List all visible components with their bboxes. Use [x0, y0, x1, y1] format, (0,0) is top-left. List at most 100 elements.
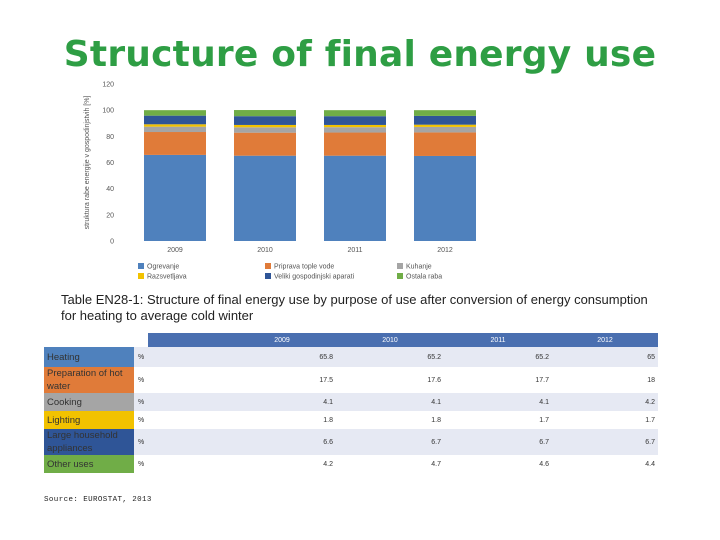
legend-label: Razsvetljava [147, 274, 187, 281]
bar-segment [144, 115, 206, 125]
header-year: 2012 [552, 333, 658, 347]
row-unit: % [134, 393, 148, 411]
row-unit: % [134, 367, 148, 393]
bar-segment [324, 110, 386, 117]
stacked-bar-chart: struktura rabe energije v gospodinjstvih… [80, 74, 500, 292]
legend-label: Kuhanje [406, 264, 432, 271]
legend-swatch [265, 273, 271, 279]
bar-segment [414, 115, 476, 125]
row-spacer [148, 429, 228, 455]
cell-value: 1.8 [228, 411, 336, 429]
bar-segment [144, 124, 206, 127]
x-tick-label: 2010 [257, 247, 273, 254]
cell-value: 4.1 [444, 393, 552, 411]
bar-segment [414, 132, 476, 156]
energy-use-table: 2009 2010 2011 2012 Heating% 65.8 65.2 65.2… [44, 333, 658, 473]
source-note: Source: EUROSTAT, 2013 [44, 496, 152, 504]
bar-segment [324, 155, 386, 241]
table-row: Large household appliances% 6.6 6.7 6.7 6.7 [44, 429, 658, 455]
legend-label: Ostala raba [406, 274, 442, 281]
bar-segment [324, 132, 386, 156]
y-tick-label: 0 [110, 239, 114, 246]
table-row: Cooking% 4.1 4.1 4.1 4.2 [44, 393, 658, 411]
x-tick-label: 2011 [347, 247, 362, 254]
row-unit: % [134, 455, 148, 473]
bar-segment [234, 116, 296, 125]
row-label: Lighting [44, 411, 134, 429]
row-label: Preparation of hot water [44, 367, 134, 393]
table-row: Lighting% 1.8 1.8 1.7 1.7 [44, 411, 658, 429]
row-label: Large household appliances [44, 429, 134, 455]
y-tick-label: 80 [106, 134, 114, 141]
slide-title: Structure of final energy use [63, 34, 657, 75]
row-spacer [148, 347, 228, 367]
header-year: 2010 [336, 333, 444, 347]
table-row: Other uses% 4.2 4.7 4.6 4.4 [44, 455, 658, 473]
bar-segment [234, 127, 296, 133]
bar-segment [234, 124, 296, 128]
row-label: Heating [44, 347, 134, 367]
legend-label: Ogrevanje [147, 264, 179, 271]
cell-value: 4.2 [228, 455, 336, 473]
y-tick-label: 120 [102, 82, 114, 89]
legend-swatch [397, 273, 403, 279]
cell-value: 1.7 [552, 411, 658, 429]
header-year: 2011 [444, 333, 552, 347]
row-label: Cooking [44, 393, 134, 411]
y-tick-label: 60 [106, 160, 114, 167]
chart-svg: struktura rabe energije v gospodinjstvih… [84, 82, 476, 281]
bar-segment [324, 124, 386, 128]
cell-value: 18 [552, 367, 658, 393]
header-blank [134, 333, 148, 347]
legend-swatch [138, 263, 144, 269]
legend-swatch [265, 263, 271, 269]
cell-value: 6.7 [552, 429, 658, 455]
cell-value: 17.6 [336, 367, 444, 393]
table-header-row: 2009 2010 2011 2012 [44, 333, 658, 347]
bar-segment [144, 110, 206, 116]
cell-value: 4.6 [444, 455, 552, 473]
row-spacer [148, 455, 228, 473]
x-tick-label: 2012 [437, 247, 453, 254]
bar-segment [414, 126, 476, 133]
cell-value: 65 [552, 347, 658, 367]
row-spacer [148, 411, 228, 429]
row-unit: % [134, 429, 148, 455]
cell-value: 4.1 [228, 393, 336, 411]
bar-segment [144, 126, 206, 133]
table-caption: Table EN28-1: Structure of final energy … [61, 292, 648, 323]
y-axis-title: struktura rabe energije v gospodinjstvih… [84, 96, 91, 230]
bar-segment [144, 132, 206, 155]
cell-value: 6.7 [444, 429, 552, 455]
row-label: Other uses [44, 455, 134, 473]
row-spacer [148, 367, 228, 393]
cell-value: 6.7 [336, 429, 444, 455]
y-tick-label: 100 [102, 108, 114, 115]
header-year: 2009 [228, 333, 336, 347]
cell-value: 4.2 [552, 393, 658, 411]
cell-value: 1.7 [444, 411, 552, 429]
cell-value: 17.7 [444, 367, 552, 393]
cell-value: 1.8 [336, 411, 444, 429]
cell-value: 6.6 [228, 429, 336, 455]
legend-swatch [138, 273, 144, 279]
row-spacer [148, 393, 228, 411]
cell-value: 65.8 [228, 347, 336, 367]
cell-value: 65.2 [336, 347, 444, 367]
row-unit: % [134, 347, 148, 367]
legend-label: Veliki gospodinjski aparati [274, 274, 355, 281]
bar-segment [234, 110, 296, 117]
cell-value: 4.1 [336, 393, 444, 411]
row-unit: % [134, 411, 148, 429]
bar-segment [234, 155, 296, 241]
y-tick-label: 20 [106, 212, 114, 219]
bar-segment [324, 116, 386, 125]
x-tick-label: 2009 [167, 247, 183, 254]
cell-value: 4.7 [336, 455, 444, 473]
table-row: Preparation of hot water% 17.5 17.6 17.7 18 [44, 367, 658, 393]
bar-segment [324, 127, 386, 133]
header-blank [44, 333, 134, 347]
cell-value: 17.5 [228, 367, 336, 393]
bar-segment [144, 154, 206, 241]
legend-swatch [397, 263, 403, 269]
